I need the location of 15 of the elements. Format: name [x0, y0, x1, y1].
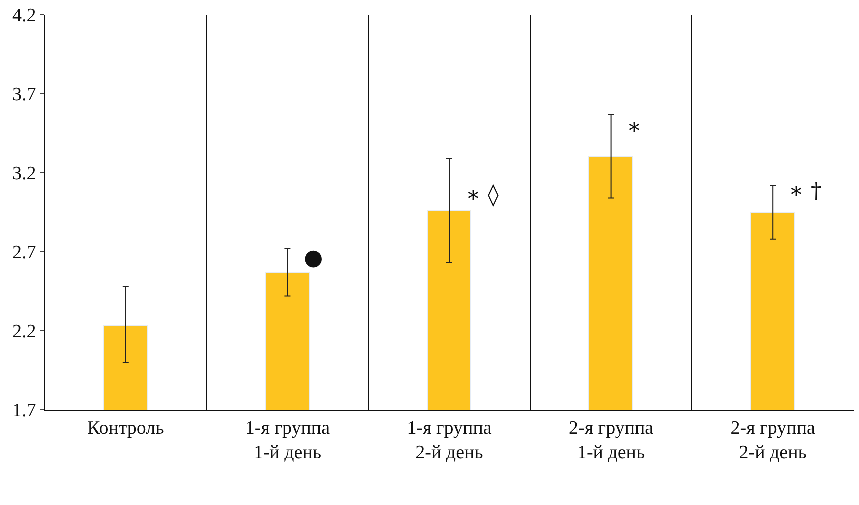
x-tick-label: 1-я группа 1-й день — [245, 418, 331, 464]
x-tick-label: 1-я группа 2-й день — [407, 418, 492, 464]
y-tick-label: 3.2 — [12, 164, 36, 185]
annotation: ● — [304, 246, 324, 271]
y-tick-label: 4.2 — [12, 6, 36, 27]
x-tick-label: 2-я группа 1-й день — [568, 418, 654, 464]
x-tick-label: 2-я группа 2-й день — [730, 418, 816, 464]
annotation: ∗ ◊ — [466, 183, 499, 208]
y-tick-label: 2.2 — [12, 322, 36, 343]
annotation: ∗ — [627, 115, 642, 140]
y-tick-label: 1.7 — [12, 400, 36, 422]
y-tick-label: 2.7 — [12, 242, 36, 264]
x-tick-label: Контроль — [87, 418, 165, 439]
y-tick-label: 3.7 — [12, 84, 36, 106]
annotation: ∗ † — [789, 179, 822, 204]
